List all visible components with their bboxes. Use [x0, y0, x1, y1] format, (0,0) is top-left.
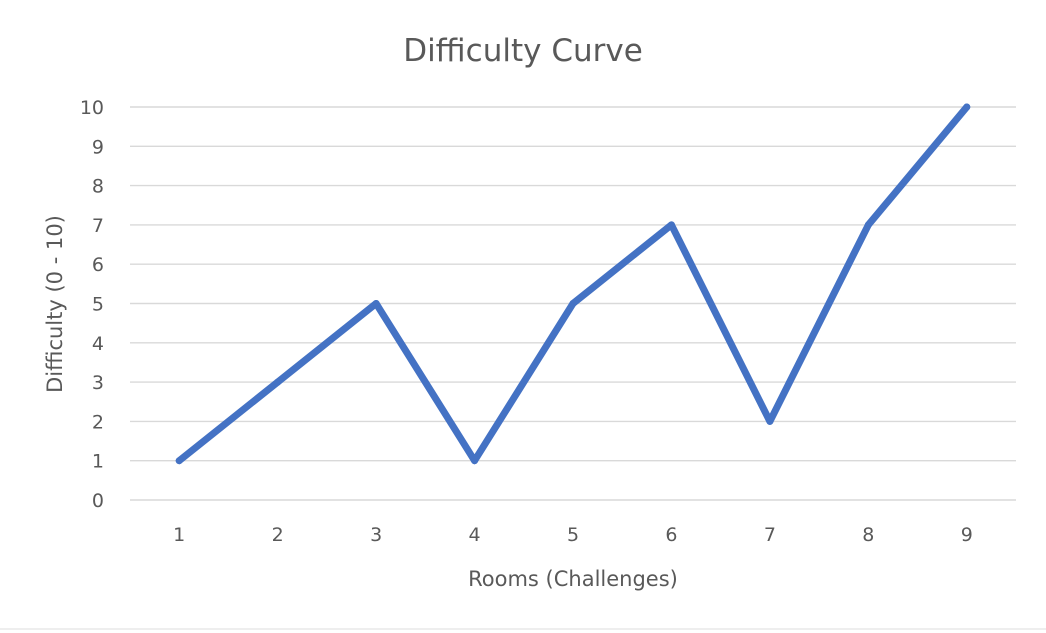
x-tick-label: 2 [272, 524, 284, 546]
series-line [175, 103, 971, 465]
y-tick-label: 7 [92, 215, 104, 237]
chart-title: Difficulty Curve [403, 33, 643, 69]
data-point [667, 221, 675, 229]
y-tick-label: 8 [92, 176, 104, 198]
data-point [864, 221, 872, 229]
y-tick-label: 9 [92, 136, 104, 158]
series-layer [175, 103, 971, 465]
y-tick-label: 5 [92, 294, 104, 316]
y-tick-label: 2 [92, 411, 104, 433]
x-axis-ticks: 1 2 3 4 5 6 7 8 9 [173, 524, 973, 546]
data-point [766, 417, 774, 425]
y-tick-label: 3 [92, 372, 104, 394]
x-tick-label: 9 [961, 524, 973, 546]
data-point [963, 103, 971, 111]
data-point [274, 378, 282, 386]
y-tick-label: 1 [92, 451, 104, 473]
x-tick-label: 1 [173, 524, 185, 546]
x-tick-label: 6 [665, 524, 677, 546]
x-axis-title: Rooms (Challenges) [468, 567, 678, 591]
x-tick-label: 3 [370, 524, 382, 546]
y-axis-title: Difficulty (0 - 10) [43, 215, 67, 393]
y-tick-label: 4 [92, 333, 104, 355]
x-tick-label: 4 [469, 524, 481, 546]
y-axis-ticks: 0 1 2 3 4 5 6 7 8 9 10 [80, 97, 104, 512]
data-point [175, 457, 183, 465]
data-point [372, 300, 380, 307]
y-tick-label: 10 [80, 97, 104, 119]
y-tick-label: 6 [92, 254, 104, 276]
x-tick-label: 7 [764, 524, 776, 546]
data-point [569, 300, 577, 307]
y-tick-label: 0 [92, 490, 104, 512]
data-point [471, 457, 479, 465]
x-tick-label: 5 [567, 524, 579, 546]
x-tick-label: 8 [862, 524, 874, 546]
